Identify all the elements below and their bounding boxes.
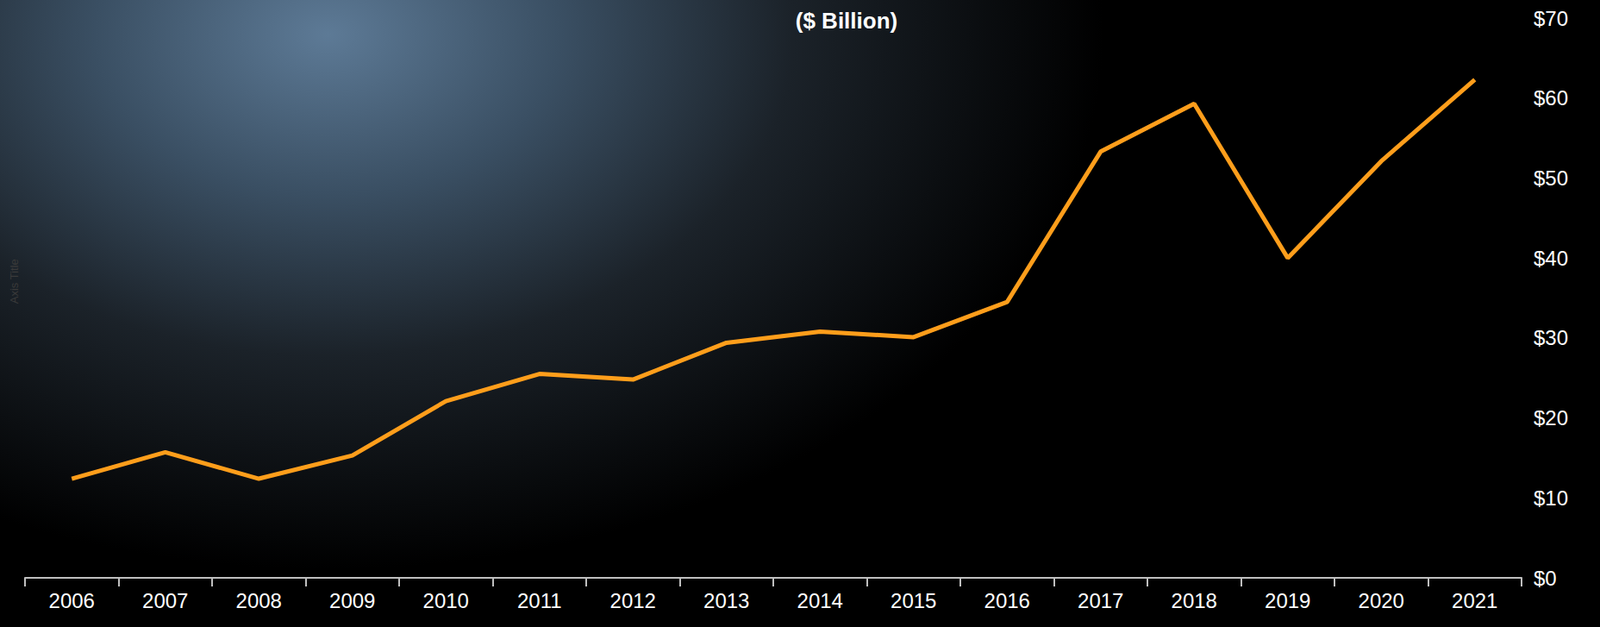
svg-text:2015: 2015 [890,588,937,613]
svg-text:$30: $30 [1533,325,1569,350]
svg-text:$40: $40 [1533,246,1569,270]
svg-text:2010: 2010 [423,588,469,613]
svg-text:($ Billion): ($ Billion) [795,7,898,34]
svg-text:2013: 2013 [703,588,750,613]
svg-text:$50: $50 [1533,166,1569,190]
svg-text:2021: 2021 [1451,588,1498,613]
svg-text:2018: 2018 [1171,588,1218,613]
svg-text:2020: 2020 [1358,588,1405,613]
svg-text:2017: 2017 [1077,588,1124,613]
svg-text:2006: 2006 [49,588,95,613]
svg-text:2019: 2019 [1264,588,1311,613]
svg-text:2016: 2016 [984,588,1031,613]
svg-text:2014: 2014 [797,588,844,613]
svg-text:Axis Title: Axis Title [7,258,21,304]
svg-text:$20: $20 [1533,406,1569,430]
svg-text:2009: 2009 [329,588,375,613]
svg-text:$60: $60 [1533,86,1569,110]
svg-text:2007: 2007 [142,588,188,613]
svg-text:$10: $10 [1533,486,1569,510]
svg-text:2011: 2011 [517,588,563,613]
svg-text:$0: $0 [1533,566,1557,590]
svg-text:2008: 2008 [236,588,282,613]
svg-text:$70: $70 [1533,6,1569,31]
svg-text:2012: 2012 [610,588,657,613]
